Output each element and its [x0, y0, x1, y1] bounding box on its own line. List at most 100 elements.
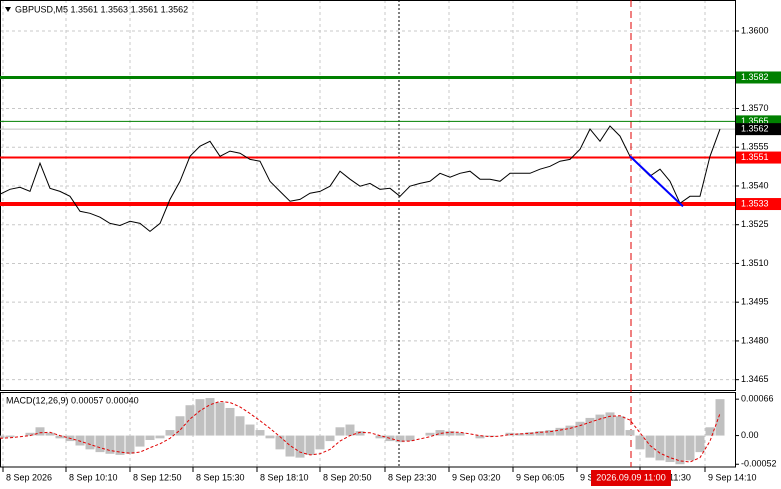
macd-bar	[325, 435, 335, 442]
macd-bar	[255, 430, 265, 436]
x-tick-label: 9 Sep 06:05	[516, 472, 565, 482]
macd-bar	[575, 421, 585, 436]
macd-bar	[155, 435, 165, 439]
macd-bar	[135, 435, 145, 447]
macd-bar	[215, 402, 225, 436]
cursor-label: 2026.09.09 11:00	[596, 472, 665, 482]
macd-bar	[645, 435, 655, 458]
level-label-box	[736, 71, 781, 84]
y-tick-label: 1.3480	[741, 335, 769, 345]
macd-bar	[235, 416, 245, 436]
x-tick-label: 8 Sep 20:50	[323, 472, 372, 482]
macd-bar	[615, 416, 625, 436]
macd-bar	[35, 427, 45, 436]
macd-bar	[535, 431, 545, 436]
cursor-label-box	[591, 470, 671, 486]
level-label: 1.3562	[741, 124, 769, 134]
x-tick-label: 9 Sep 14:10	[708, 472, 757, 482]
x-tick-label: 8 Sep 15:30	[196, 472, 245, 482]
macd-bar	[75, 435, 85, 446]
macd-bar	[715, 399, 725, 436]
x-tick-label: 8 Sep 2026	[6, 472, 52, 482]
macd-bar	[225, 407, 235, 436]
macd-bar	[85, 435, 95, 450]
y-tick-label: 0.00066	[741, 394, 774, 404]
macd-bar	[305, 435, 315, 455]
macd-bar	[635, 435, 645, 450]
macd-bar	[675, 435, 685, 465]
macd-bar	[485, 435, 495, 437]
macd-bar	[285, 435, 295, 457]
macd-bar	[5, 435, 15, 438]
level-label-box	[736, 198, 781, 211]
y-tick-label: 1.3465	[741, 374, 769, 384]
macd-bar	[125, 435, 135, 454]
macd-bar	[185, 405, 195, 436]
x-tick-label: 8 Sep 12:50	[133, 472, 182, 482]
macd-bar	[545, 430, 555, 436]
macd-bar	[525, 432, 535, 436]
y-tick-label: -0.00052	[741, 459, 777, 469]
macd-bar	[695, 435, 705, 453]
macd-bar	[195, 399, 205, 436]
level-label: 1.3533	[741, 198, 769, 208]
macd-bar	[115, 435, 125, 455]
x-tick-label: 8 Sep 18:10	[260, 472, 309, 482]
macd-bar	[265, 435, 275, 439]
macd-bar	[395, 435, 405, 443]
menu-icon	[5, 7, 11, 12]
macd-bar	[55, 435, 65, 439]
macd-bar	[355, 431, 365, 436]
macd-bar	[405, 435, 415, 442]
macd-bar	[435, 430, 445, 436]
macd-bar	[175, 416, 185, 436]
macd-bar	[445, 431, 455, 436]
y-tick-label: 1.3540	[741, 180, 769, 190]
price-line	[0, 125, 721, 233]
macd-bar	[45, 432, 55, 436]
y-tick-label: 1.3495	[741, 297, 769, 307]
level-label-box	[736, 123, 781, 136]
level-label-box	[736, 151, 781, 164]
macd-bar	[585, 417, 595, 436]
macd-bar	[425, 432, 435, 436]
macd-bar	[685, 435, 695, 461]
x-tick-label: 8 Sep 23:30	[388, 472, 437, 482]
macd-bar	[655, 435, 665, 461]
macd-bar	[605, 412, 615, 436]
macd-bar	[295, 435, 305, 458]
macd-bar	[375, 435, 385, 439]
chart-title: GBPUSD,M5 1.3561 1.3563 1.3561 1.3562	[15, 4, 188, 14]
level-label: 1.3565	[741, 116, 769, 126]
macd-bar	[245, 424, 255, 436]
macd-bar	[665, 435, 675, 463]
x-tick-label: 9 Sep 03:20	[452, 472, 501, 482]
macd-bar	[145, 435, 155, 440]
trend-line	[629, 155, 684, 208]
macd-bar	[515, 433, 525, 436]
level-label: 1.3551	[741, 152, 769, 162]
macd-bar	[555, 427, 565, 436]
macd-bar	[595, 414, 605, 436]
macd-bar	[25, 432, 35, 436]
macd-bar	[275, 435, 285, 450]
y-tick-label: 1.3555	[741, 142, 769, 152]
macd-bar	[95, 435, 105, 453]
x-tick-label: 8 Sep 10:10	[69, 472, 118, 482]
macd-bar	[315, 435, 325, 450]
macd-bar	[625, 430, 635, 436]
y-tick-label: 1.3570	[741, 103, 769, 113]
y-tick-label: 0.00	[741, 430, 759, 440]
macd-bar	[455, 432, 465, 436]
y-tick-label: 1.3525	[741, 219, 769, 229]
frame	[0, 392, 736, 468]
level-label: 1.3582	[741, 72, 769, 82]
macd-bar	[0, 435, 5, 439]
frame	[0, 0, 736, 391]
macd-bar	[335, 427, 345, 436]
macd-bar	[705, 427, 715, 436]
y-tick-label: 1.3600	[741, 25, 769, 35]
macd-title: MACD(12,26,9) 0.00057 0.00040	[6, 395, 139, 405]
y-tick-label: 1.3510	[741, 258, 769, 268]
